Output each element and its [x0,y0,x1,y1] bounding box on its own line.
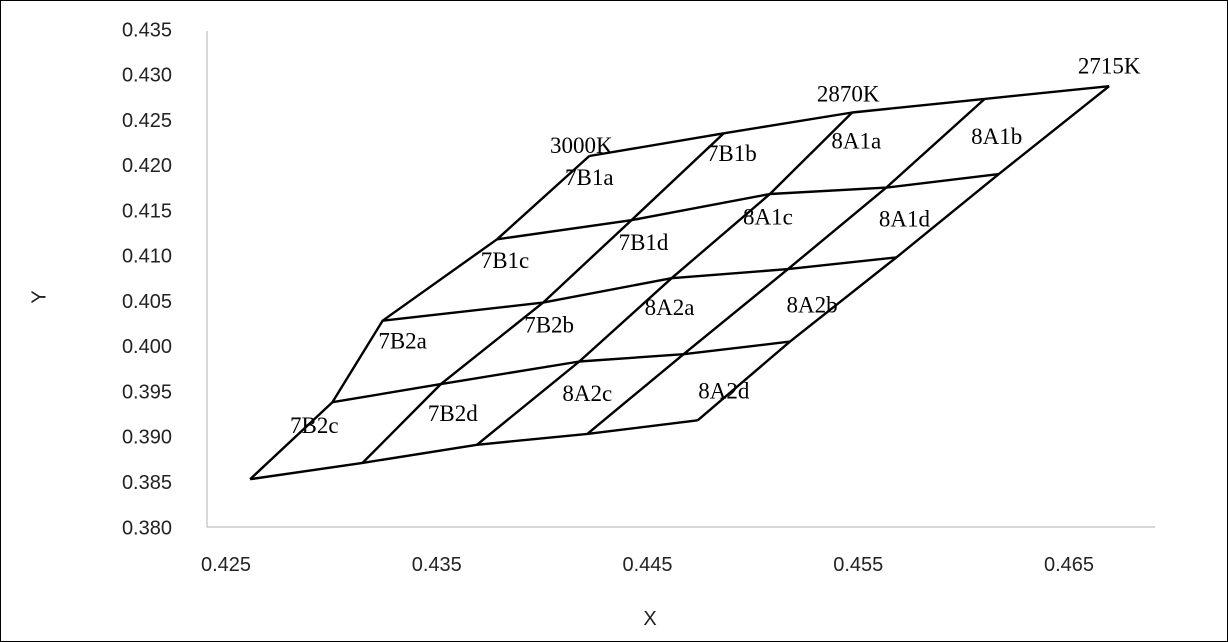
cct-label: 2715K [1078,53,1141,78]
bin-label: 8A1c [743,205,793,230]
x-axis-title: X [643,608,656,630]
duv-line [332,340,791,404]
bin-label: 8A2c [562,381,612,406]
y-tick-label: 0.425 [122,110,172,132]
y-tick-label: 0.415 [122,200,172,222]
x-tick-label: 0.465 [1044,554,1094,576]
bin-label: 7B1d [619,230,669,255]
y-tick-label: 0.395 [122,381,172,403]
bin-label: 7B1c [481,248,530,273]
bin-labels: 7B1a 7B1b 8A1a 8A1b 7B1c 7B1d 8A1c 8A1d 7B2a 7B2b… [290,124,1022,438]
y-tick-label: 0.430 [122,65,172,87]
bin-grid [249,85,1110,481]
bin-label: 8A1d [879,206,931,231]
y-tick-label: 0.400 [122,336,172,358]
cct-line [696,85,1110,422]
bin-label: 7B1a [565,165,614,190]
bin-label: 7B2b [524,312,574,337]
y-tick-label: 0.435 [122,19,172,41]
bin-label: 8A2b [787,292,838,317]
cct-line [586,98,986,435]
y-tick-labels: 0.380 0.385 0.390 0.395 0.400 0.405 0.410 0.415… [122,19,172,539]
bin-label: 8A2a [645,295,695,320]
bin-label: 8A1b [971,124,1022,149]
y-tick-label: 0.405 [122,291,172,313]
y-tick-label: 0.410 [122,246,172,268]
duv-line [589,85,1110,158]
y-tick-label: 0.385 [122,472,172,494]
duv-line [496,172,999,241]
y-axis-title: Y [28,290,50,303]
cct-labels: 3000K 2870K 2715K [550,53,1141,158]
bin-label: 8A1a [831,129,881,154]
bin-label: 7B1b [707,141,757,166]
bin-label: 7B2d [428,401,478,426]
duv-line [382,256,897,322]
x-tick-label: 0.425 [201,554,251,576]
x-tick-label: 0.435 [412,554,462,576]
bin-label: 8A2d [698,378,750,403]
x-tick-label: 0.455 [833,554,883,576]
x-tick-labels: 0.425 0.435 0.445 0.455 0.465 [201,554,1094,576]
duv-line [249,419,698,481]
cct-label: 3000K [550,133,613,158]
y-tick-label: 0.380 [122,517,172,539]
y-tick-label: 0.420 [122,155,172,177]
x-tick-label: 0.445 [622,554,672,576]
y-tick-label: 0.390 [122,427,172,449]
bin-label: 7B2c [290,413,339,438]
cct-label: 2870K [817,81,880,106]
bin-label: 7B2a [378,329,427,354]
